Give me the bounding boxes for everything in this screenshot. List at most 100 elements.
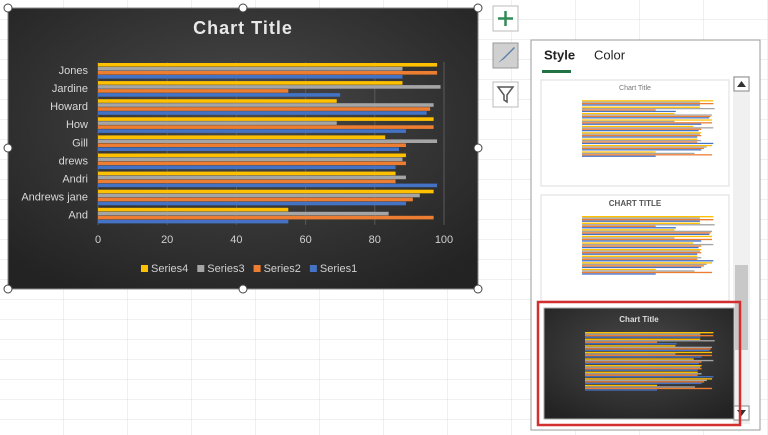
bar [582, 258, 698, 260]
bar [582, 123, 702, 125]
bar [585, 353, 676, 355]
y-tick-label: Jardine [52, 83, 88, 95]
bar [582, 235, 712, 238]
chart-elements-button[interactable] [492, 5, 519, 32]
bar [98, 89, 289, 93]
scrollbar[interactable] [733, 76, 750, 424]
bar [98, 75, 403, 79]
bar [582, 266, 702, 269]
bar [582, 238, 712, 241]
bar [582, 257, 702, 259]
bar [582, 138, 698, 140]
bar [98, 147, 400, 151]
bar [98, 219, 289, 224]
bar [585, 343, 677, 345]
bar [98, 201, 406, 206]
selection-handles [3, 3, 483, 294]
bar [582, 146, 707, 148]
bar [98, 139, 438, 143]
bar [585, 354, 713, 357]
bar [98, 63, 438, 67]
y-tick-label: And [68, 210, 88, 222]
bar [582, 103, 714, 105]
chart-styles-button[interactable] [492, 42, 519, 69]
thumbnail-title: CHART TITLE [609, 199, 662, 208]
bar [582, 101, 700, 103]
tab-color[interactable]: Color [594, 47, 626, 62]
bar [582, 147, 704, 150]
bar [585, 365, 702, 367]
bar [98, 111, 427, 115]
bar [585, 336, 701, 338]
bar [585, 374, 698, 376]
legend-label: Series1 [320, 263, 357, 275]
bar [98, 93, 341, 97]
bar [582, 217, 700, 219]
bar [582, 246, 699, 249]
bar [98, 171, 396, 176]
bar [582, 252, 702, 254]
bar [582, 125, 694, 128]
bar [582, 128, 702, 130]
thumbnail-title: Chart Title [619, 85, 651, 92]
bar [585, 332, 714, 334]
bar [585, 341, 658, 343]
bar [98, 183, 438, 188]
tab-style[interactable]: Style [544, 47, 575, 62]
bar [98, 81, 403, 85]
bar [98, 157, 403, 162]
bar [98, 211, 389, 216]
x-tick-label: 60 [299, 234, 311, 246]
bar [98, 99, 337, 103]
bar [585, 345, 676, 347]
bar [98, 117, 434, 121]
bar [582, 132, 702, 134]
x-tick-label: 80 [369, 234, 381, 246]
bar [585, 346, 713, 349]
bar [98, 153, 406, 158]
bar [582, 135, 702, 137]
bar [582, 119, 712, 121]
bar [98, 215, 434, 220]
bar [585, 349, 710, 352]
bar [582, 100, 714, 102]
bar [585, 333, 701, 335]
bar [585, 389, 658, 391]
bar [585, 376, 714, 378]
bar [585, 371, 698, 373]
chart-filters-button[interactable] [492, 81, 519, 108]
bar [585, 340, 715, 342]
x-tick-label: 20 [161, 234, 173, 246]
bar [585, 359, 714, 362]
bar [585, 368, 702, 370]
y-tick-label: How [66, 119, 88, 131]
bar [582, 263, 707, 266]
bar [582, 268, 656, 271]
bar [98, 165, 396, 170]
bar [582, 117, 710, 119]
chart-title: Chart Title [193, 18, 293, 38]
bar [582, 249, 702, 251]
x-tick-label: 0 [95, 234, 101, 246]
bar [98, 197, 413, 202]
bar [585, 381, 705, 383]
bar [582, 242, 694, 244]
bar [582, 243, 714, 246]
x-tick-label: 100 [435, 234, 453, 246]
bar [585, 358, 694, 360]
bar [582, 219, 714, 221]
bar [98, 161, 406, 166]
legend-label: Series2 [264, 263, 301, 275]
bar [582, 227, 676, 229]
bar [582, 220, 700, 222]
tab-underline [542, 70, 571, 73]
thumbnail-title: Chart Title [619, 315, 659, 324]
bar [585, 351, 713, 354]
bar [582, 108, 715, 110]
bar [582, 120, 675, 123]
bar [582, 222, 700, 224]
legend-swatch [197, 265, 205, 272]
bar [98, 135, 386, 139]
legend-label: Series3 [207, 263, 244, 275]
